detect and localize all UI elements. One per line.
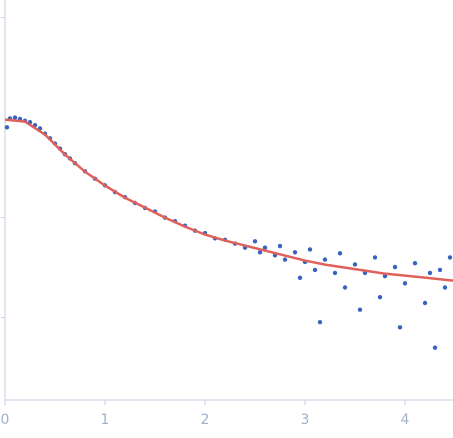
point — [437, 267, 443, 273]
point — [342, 285, 348, 290]
point — [292, 250, 298, 255]
point — [352, 262, 358, 267]
x-tick-label: 1 — [101, 412, 110, 428]
x-tick-label: 4 — [401, 412, 410, 428]
point — [4, 125, 10, 130]
point — [402, 281, 408, 286]
x-tick-label: 0 — [1, 412, 10, 428]
point — [252, 239, 258, 244]
point — [427, 270, 433, 276]
point — [447, 255, 453, 260]
point — [297, 275, 303, 281]
point — [377, 294, 383, 300]
point — [432, 345, 438, 350]
point — [422, 300, 428, 306]
point — [337, 251, 343, 256]
point — [372, 255, 378, 260]
point — [357, 307, 363, 312]
point — [392, 264, 398, 270]
point — [262, 245, 268, 250]
point — [412, 261, 418, 266]
point — [442, 285, 448, 290]
fit-line — [4, 118, 453, 282]
x-tick-label: 3 — [301, 412, 310, 428]
x-tick-label: 2 — [201, 412, 210, 428]
point — [12, 115, 18, 120]
point — [257, 250, 263, 255]
point — [317, 319, 323, 325]
point — [312, 267, 318, 273]
point — [277, 243, 283, 249]
point — [322, 257, 328, 262]
point — [307, 247, 313, 252]
point — [332, 270, 338, 276]
point — [282, 257, 288, 262]
point — [397, 325, 403, 330]
